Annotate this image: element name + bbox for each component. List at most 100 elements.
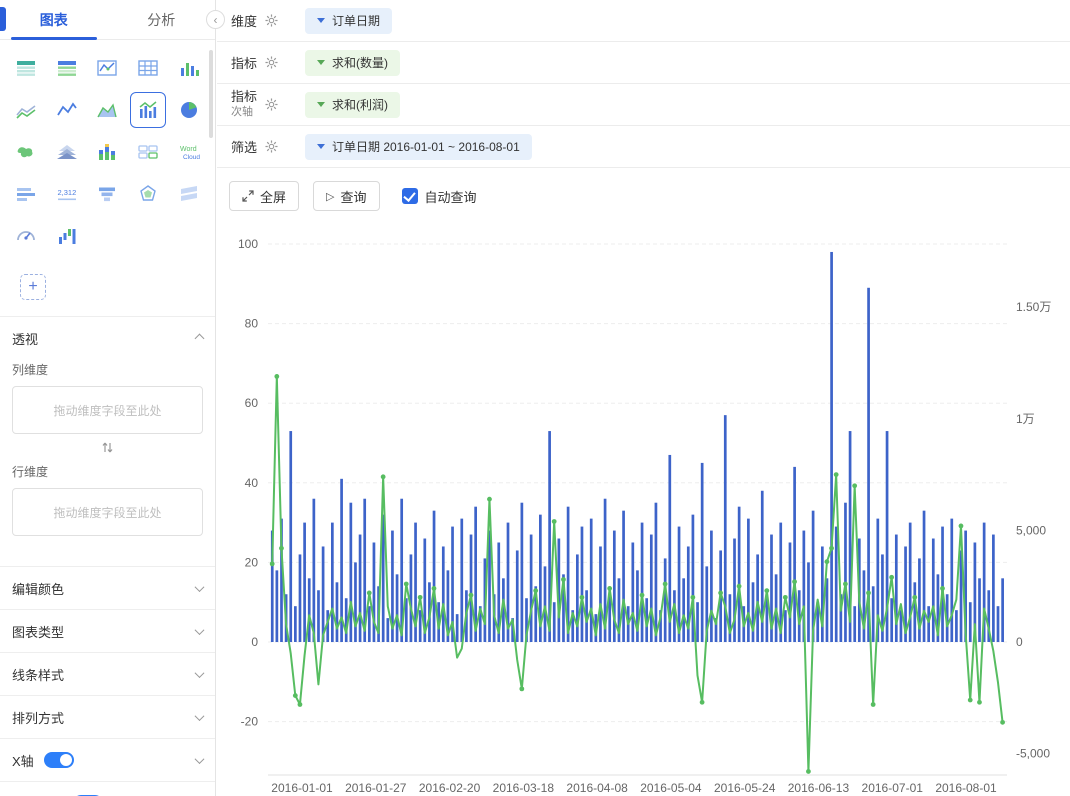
profit-line[interactable] xyxy=(271,375,1004,773)
line-point[interactable] xyxy=(912,594,918,600)
gear-icon[interactable] xyxy=(265,98,278,111)
bar[interactable] xyxy=(469,534,473,642)
bar[interactable] xyxy=(617,578,621,642)
bar[interactable] xyxy=(395,574,399,642)
bar[interactable] xyxy=(580,526,584,642)
line-point[interactable] xyxy=(269,561,275,567)
bar[interactable] xyxy=(811,510,815,642)
line-point[interactable] xyxy=(468,592,474,598)
bar[interactable] xyxy=(367,606,371,642)
bar[interactable] xyxy=(622,510,625,642)
bar[interactable] xyxy=(585,590,588,642)
line-point[interactable] xyxy=(579,594,585,600)
bar[interactable] xyxy=(839,594,843,642)
bar[interactable] xyxy=(340,478,343,642)
tab-chart[interactable]: 图表 xyxy=(0,0,108,39)
bar[interactable] xyxy=(673,590,676,642)
line-point[interactable] xyxy=(431,586,437,591)
bar[interactable] xyxy=(659,610,662,642)
tab-analysis[interactable]: 分析 xyxy=(108,0,216,39)
bar[interactable] xyxy=(663,558,667,642)
chart-type-map[interactable] xyxy=(8,134,44,170)
bar[interactable] xyxy=(959,550,963,642)
chart-type-radar[interactable] xyxy=(130,176,166,212)
line-point[interactable] xyxy=(833,472,839,477)
bar[interactable] xyxy=(326,610,330,642)
bar[interactable] xyxy=(793,466,796,642)
line-point[interactable] xyxy=(487,496,492,502)
bar[interactable] xyxy=(441,546,445,642)
line-point[interactable] xyxy=(607,586,613,591)
bar[interactable] xyxy=(566,506,570,642)
bar[interactable] xyxy=(612,530,616,642)
bar[interactable] xyxy=(391,530,394,642)
line-point[interactable] xyxy=(662,581,668,587)
bar[interactable] xyxy=(770,534,773,642)
bar[interactable] xyxy=(696,602,699,642)
chart-type-stacked-line[interactable] xyxy=(8,92,44,128)
chart-type-header[interactable]: 图表类型 xyxy=(12,610,205,652)
bar[interactable] xyxy=(386,618,390,642)
chart-type-word-cloud[interactable]: Word Cloud xyxy=(171,134,207,170)
bar[interactable] xyxy=(312,498,316,642)
chart-type-table[interactable] xyxy=(49,50,85,86)
bar[interactable] xyxy=(941,526,944,642)
bar[interactable] xyxy=(848,431,852,642)
bar[interactable] xyxy=(354,562,357,642)
fullscreen-button[interactable]: 全屏 xyxy=(229,181,300,211)
bar[interactable] xyxy=(788,542,792,643)
auto-query-control[interactable]: 自动查询 xyxy=(401,187,477,206)
bar[interactable] xyxy=(511,618,514,642)
bar[interactable] xyxy=(677,526,681,642)
chart-type-treemap[interactable] xyxy=(171,176,207,212)
bar[interactable] xyxy=(950,518,954,642)
chart-type-kpi-board[interactable] xyxy=(130,134,166,170)
bar[interactable] xyxy=(525,598,528,642)
bar[interactable] xyxy=(404,598,408,642)
bar[interactable] xyxy=(275,570,279,642)
bar[interactable] xyxy=(899,610,903,642)
bar[interactable] xyxy=(682,578,686,642)
line-point[interactable] xyxy=(829,545,834,551)
line-point[interactable] xyxy=(889,574,895,580)
bar[interactable] xyxy=(728,594,732,642)
line-point[interactable] xyxy=(639,592,645,598)
chart-type-line[interactable] xyxy=(49,92,85,128)
bar[interactable] xyxy=(474,506,477,642)
bar[interactable] xyxy=(760,490,764,642)
line-point[interactable] xyxy=(417,594,423,600)
bar[interactable] xyxy=(409,554,413,642)
bar[interactable] xyxy=(608,594,612,642)
bar[interactable] xyxy=(557,538,561,642)
bar[interactable] xyxy=(987,590,991,642)
bar[interactable] xyxy=(280,518,283,642)
bar[interactable] xyxy=(931,538,935,642)
bar[interactable] xyxy=(714,618,718,642)
sidebar-scrollbar[interactable] xyxy=(209,50,213,138)
bar[interactable] xyxy=(506,522,510,642)
bar[interactable] xyxy=(973,542,977,643)
bar[interactable] xyxy=(756,554,759,642)
bar[interactable] xyxy=(381,514,385,642)
bar[interactable] xyxy=(571,610,575,642)
bar[interactable] xyxy=(321,546,325,642)
bar[interactable] xyxy=(913,582,917,642)
line-point[interactable] xyxy=(870,702,876,707)
bar[interactable] xyxy=(1001,578,1004,642)
line-point[interactable] xyxy=(736,583,742,589)
bar[interactable] xyxy=(298,554,302,642)
bar[interactable] xyxy=(372,542,376,643)
chart-type-bar[interactable] xyxy=(8,176,44,212)
bar[interactable] xyxy=(904,546,907,642)
bar[interactable] xyxy=(640,522,644,642)
bar[interactable] xyxy=(751,582,755,642)
bar[interactable] xyxy=(317,590,320,642)
chart-type-crosstab[interactable] xyxy=(8,50,44,86)
line-point[interactable] xyxy=(1000,719,1005,725)
line-point[interactable] xyxy=(977,699,982,705)
bar[interactable] xyxy=(820,546,824,642)
bar[interactable] xyxy=(589,518,593,642)
line-point[interactable] xyxy=(551,519,557,524)
bar[interactable] xyxy=(594,614,598,642)
chart-type-layer-map[interactable] xyxy=(49,134,85,170)
